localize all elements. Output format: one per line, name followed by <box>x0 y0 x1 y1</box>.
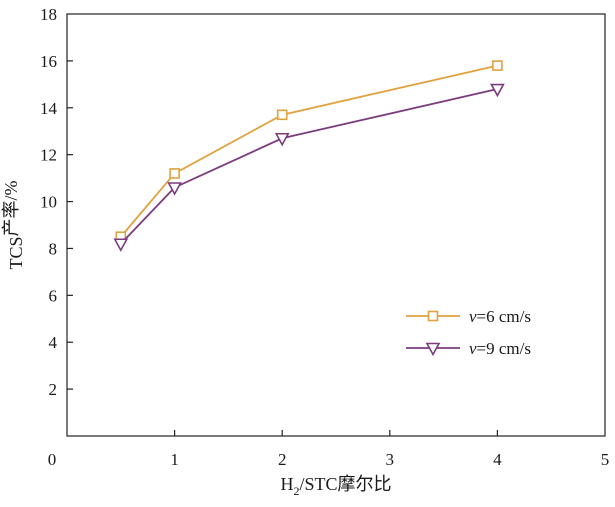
data-point <box>490 83 505 98</box>
legend-marker <box>425 342 441 357</box>
y-tick-label: 2 <box>49 380 58 399</box>
x-tick-label: 4 <box>493 450 502 469</box>
y-tick-label: 14 <box>40 99 58 118</box>
x-tick-label: 3 <box>386 450 395 469</box>
x-tick-label: 5 <box>601 450 610 469</box>
axes <box>66 13 606 437</box>
data-point <box>274 132 290 147</box>
series-1 <box>115 60 503 243</box>
legend: v=6 cm/s v=9 cm/s <box>406 307 531 358</box>
data-point <box>276 109 288 121</box>
y-tick-label: 8 <box>49 239 58 258</box>
legend-label: v=6 cm/s <box>469 307 531 326</box>
series-line <box>120 64 498 238</box>
series-2 <box>113 83 505 252</box>
legend-entry-2: v=9 cm/s <box>406 339 531 358</box>
axis-titles: H2/STC摩尔比 TCS产率/% <box>1 180 392 498</box>
x-tick-label: 2 <box>278 450 287 469</box>
y-tick-label: 16 <box>40 52 57 71</box>
y-tick-label: 10 <box>40 193 57 212</box>
data-point <box>492 60 503 71</box>
y-tick-label: 18 <box>40 5 57 24</box>
legend-marker <box>427 310 439 322</box>
x-tick-label: 1 <box>170 450 179 469</box>
y-tick-label: 6 <box>49 286 58 305</box>
legend-entry-1: v=6 cm/s <box>406 307 531 326</box>
legend-label: v=9 cm/s <box>469 339 531 358</box>
data-point <box>113 238 129 252</box>
x-axis-title: H2/STC摩尔比 <box>280 474 391 498</box>
data-point <box>169 168 180 179</box>
data-point <box>167 182 182 196</box>
y-tick-label: 4 <box>49 333 58 352</box>
origin-tick-label: 0 <box>48 450 57 469</box>
plot-frame <box>66 13 606 437</box>
series-group <box>113 60 505 252</box>
y-axis-title: TCS产率/% <box>1 180 26 269</box>
series-line <box>120 88 498 245</box>
y-tick-label: 12 <box>40 146 57 165</box>
